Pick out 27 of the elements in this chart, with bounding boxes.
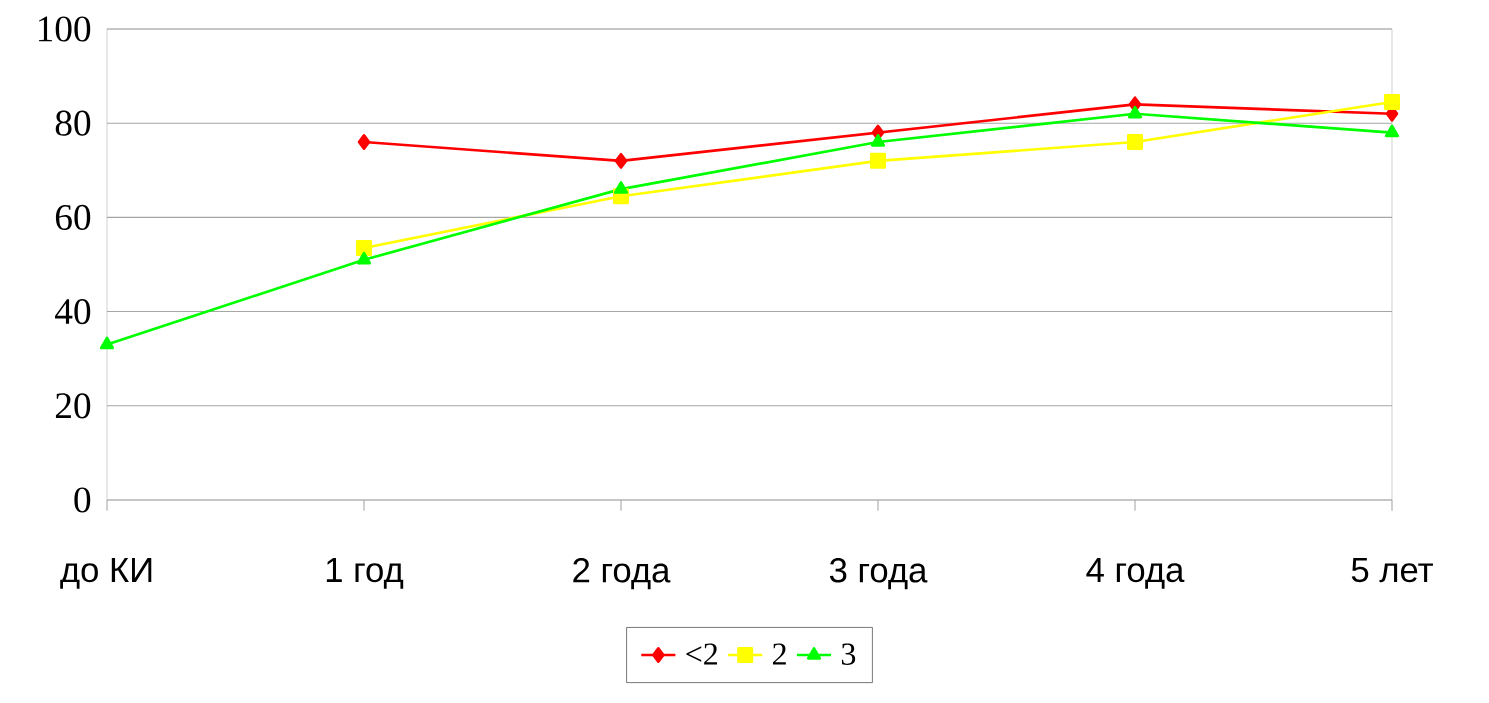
y-tick-label: 40 <box>55 299 91 325</box>
point <box>1383 93 1400 110</box>
point <box>614 152 628 169</box>
point <box>1384 124 1400 138</box>
x-tick-label: 5 лет <box>1351 558 1433 583</box>
x-tick-label: 1 год <box>326 558 404 589</box>
point <box>356 240 373 257</box>
x-tick-label: до КИ <box>60 558 152 589</box>
y-tick-label: 20 <box>55 393 91 419</box>
y-tick-label: 60 <box>55 204 91 230</box>
x-tick-label: 4 года <box>1086 558 1185 589</box>
legend-label: <2 <box>686 643 718 665</box>
point <box>613 181 629 194</box>
point <box>356 251 372 265</box>
point <box>357 134 371 151</box>
y-tick-label: 100 <box>38 16 91 42</box>
point <box>99 336 115 350</box>
point <box>869 152 887 169</box>
y-tick-label: 80 <box>55 110 91 136</box>
point <box>1127 105 1143 119</box>
legend-label: 3 <box>841 643 856 665</box>
x-tick-label: 3 года <box>829 558 928 590</box>
point <box>1126 134 1144 151</box>
point <box>870 134 886 147</box>
x-tick-label: 2 года <box>573 558 671 590</box>
legend-label: 2 <box>773 643 786 665</box>
y-tick-label: 0 <box>74 487 91 513</box>
